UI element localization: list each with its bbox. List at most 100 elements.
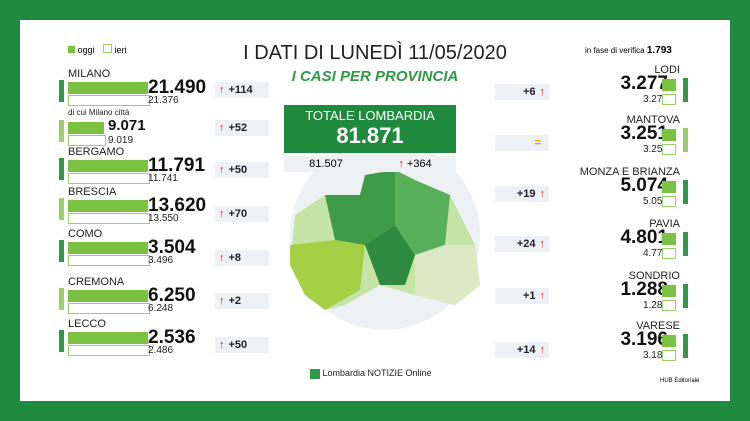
up-arrow: ↑: [219, 84, 225, 96]
delta-box: +19 ↑: [495, 186, 549, 202]
side-bar: [59, 158, 64, 180]
bar-today: [662, 335, 676, 347]
bar-today: [68, 290, 148, 302]
bar-today: [68, 242, 148, 254]
delta-value: +6: [522, 86, 536, 98]
side-bar: [683, 284, 688, 308]
bar-today: [68, 160, 148, 172]
bar-yesterday: [68, 345, 150, 356]
side-bar: [59, 120, 64, 142]
side-bar: [683, 232, 688, 256]
delta-value: +24: [516, 238, 536, 250]
delta-box: ↑ +114: [215, 82, 269, 98]
province-name: MANTOVA: [626, 114, 680, 126]
bar-today: [662, 285, 676, 297]
bar-today: [68, 200, 148, 212]
delta-value: +50: [228, 339, 248, 351]
title: I DATI DI LUNEDÌ 11/05/2020: [243, 42, 507, 64]
bar-yesterday: [662, 350, 676, 361]
delta-value: +8: [228, 252, 242, 264]
legend-yesterday: ieri: [114, 45, 127, 55]
yesterday-value: 3.251: [642, 144, 668, 155]
yesterday-value: 3.271: [642, 94, 668, 105]
total-label: TOTALE LOMBARDIA: [305, 108, 435, 123]
bar-yesterday: [662, 196, 676, 207]
up-arrow: ↑: [539, 238, 546, 250]
province-name: PAVIA: [649, 218, 680, 230]
up-arrow: ↑: [539, 86, 546, 98]
yesterday-value: 21.376: [148, 95, 179, 106]
verification-label: in fase di verifica: [585, 46, 645, 55]
province-name: SONDRIO: [628, 270, 680, 282]
footer-credit: HUB Editoriale: [660, 378, 700, 384]
up-arrow: ↑: [539, 344, 546, 356]
verification-value: 1.793: [646, 45, 672, 56]
side-bar: [683, 128, 688, 152]
delta-value: +19: [516, 188, 536, 200]
yesterday-value: 9.019: [108, 135, 134, 146]
province-name: LODI: [654, 64, 680, 76]
delta-box: =: [495, 135, 549, 151]
delta-value: +52: [228, 122, 248, 134]
bar-yesterday: [662, 248, 676, 259]
yesterday-value: 6.248: [148, 303, 174, 314]
today-value: 3.504: [148, 237, 196, 258]
delta-value: +2: [228, 295, 242, 307]
side-bar: [59, 240, 64, 262]
up-arrow: ↑: [219, 122, 225, 134]
bar-yesterday: [68, 213, 150, 224]
up-arrow: ↑: [539, 188, 546, 200]
up-arrow: ↑: [219, 164, 225, 176]
bar-today: [68, 332, 148, 344]
today-value: 3.251: [620, 123, 668, 144]
yesterday-value: 3.182: [642, 350, 668, 361]
total-box: TOTALE LOMBARDIA 81.871: [284, 105, 456, 153]
bar-yesterday: [662, 144, 676, 155]
delta-value: +14: [516, 344, 536, 356]
delta-box: +6 ↑: [495, 84, 549, 100]
up-arrow: ↑: [219, 252, 225, 264]
side-bar: [59, 198, 64, 220]
today-value: 1.288: [620, 279, 668, 300]
bar-yesterday: [68, 303, 150, 314]
delta-box: ↑ +50: [215, 337, 269, 353]
up-arrow: ↑: [219, 295, 225, 307]
yesterday-value: 5.055: [642, 196, 668, 207]
side-bar: [59, 288, 64, 310]
today-value: 2.536: [148, 327, 196, 348]
side-bar: [683, 180, 688, 204]
bar-today: [68, 122, 104, 134]
total-delta-value: +364: [406, 158, 432, 170]
side-bar: [683, 334, 688, 358]
footer-logo: Lombardia NOTIZIE Online: [310, 368, 432, 379]
today-value: 4.801: [620, 227, 668, 248]
delta-box: ↑ +8: [215, 250, 269, 266]
yesterday-value: 2.486: [148, 345, 174, 356]
today-value: 6.250: [148, 285, 196, 306]
delta-box: ↑ +70: [215, 206, 269, 222]
yesterday-value: 1.287: [642, 300, 668, 311]
bar-yesterday: [68, 255, 150, 266]
side-bar: [59, 330, 64, 352]
up-arrow: ↑: [539, 290, 546, 302]
province-name: LECCO: [68, 318, 106, 330]
side-bar: [59, 80, 64, 102]
subtitle: I CASI PER PROVINCIA: [291, 68, 459, 85]
verification: in fase di verifica 1.793: [585, 45, 672, 56]
today-value: 3.196: [620, 329, 668, 350]
card: oggi ieri I DATI DI LUNEDÌ 11/05/2020 I …: [20, 20, 730, 401]
delta-value: +70: [228, 208, 248, 220]
delta-box: +14 ↑: [495, 342, 549, 358]
side-bar: [683, 78, 688, 102]
yesterday-value: 13.550: [148, 213, 179, 224]
bar-yesterday: [662, 94, 676, 105]
map: [290, 140, 480, 330]
yesterday-value: 4.777: [642, 248, 668, 259]
total-value: 81.871: [336, 123, 404, 148]
bar-today: [662, 233, 676, 245]
bar-yesterday: [68, 95, 150, 106]
total-delta: ↑ +364: [374, 156, 456, 172]
today-value: 21.490: [148, 77, 207, 98]
province-name: CREMONA: [68, 276, 125, 288]
